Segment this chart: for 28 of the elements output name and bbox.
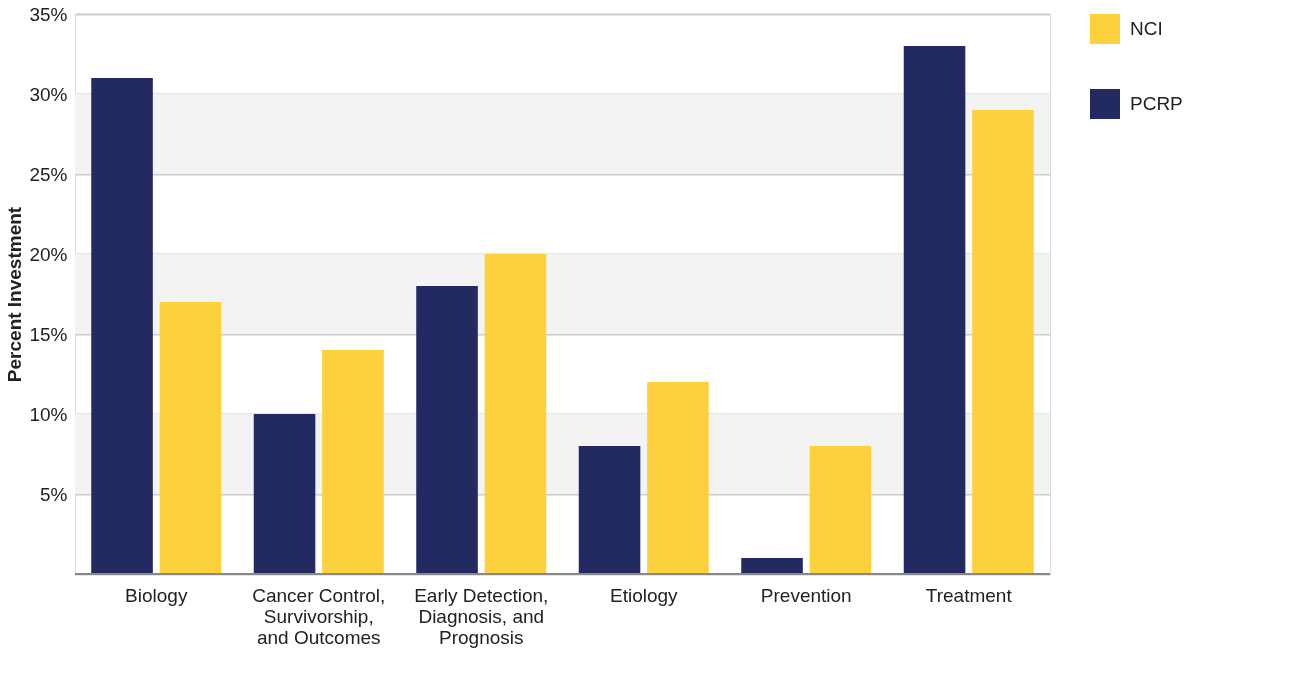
bar (91, 78, 153, 574)
x-tick-label: Cancer Control, Survivorship, and Outcomes (252, 584, 386, 648)
bar (647, 382, 709, 574)
x-tick-label: Early Detection, Diagnosis, and Prognosis (414, 584, 549, 648)
bar (159, 302, 222, 574)
bar (484, 254, 547, 574)
legend-label: NCI (1130, 18, 1163, 39)
y-tick-label: 20% (29, 243, 68, 265)
bar (578, 446, 641, 574)
bar (972, 110, 1034, 574)
y-tick-label: 10% (29, 403, 68, 425)
x-tick-label: Biology (125, 584, 188, 606)
legend-label: PCRP (1130, 93, 1183, 114)
x-tick-label: Prevention (760, 584, 852, 606)
y-tick-label: 30% (29, 83, 68, 105)
bar (253, 414, 316, 574)
y-axis-title: Percent Investment (4, 206, 26, 383)
y-tick-label: 25% (29, 163, 68, 185)
x-tick-label: Treatment (925, 584, 1013, 606)
y-tick-label: 5% (40, 483, 68, 505)
bar (741, 558, 803, 574)
y-tick-label: 35% (29, 3, 68, 25)
bar (903, 46, 966, 574)
bar (416, 286, 478, 574)
y-tick-label: 15% (29, 323, 68, 345)
x-tick-label: Etiology (609, 584, 679, 606)
bar (322, 350, 384, 574)
bar (809, 446, 872, 574)
